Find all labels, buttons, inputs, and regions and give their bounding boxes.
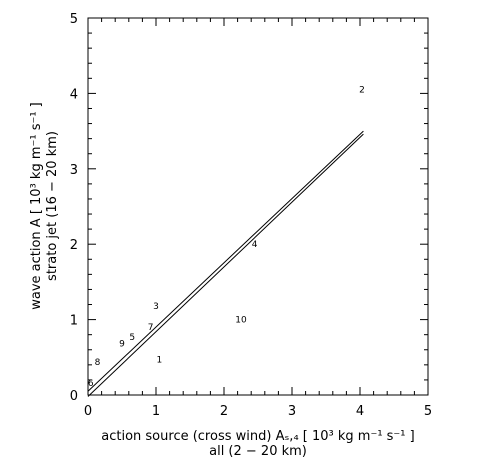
y-tick-label: 3 — [70, 163, 78, 178]
y-tick-label: 2 — [70, 238, 78, 253]
x-axis-title-line2: all (2 − 20 km) — [209, 444, 307, 459]
plot-frame — [87, 17, 429, 396]
data-point-label: 8 — [95, 358, 101, 368]
x-tick-label: 0 — [84, 404, 92, 419]
x-tick-label: 3 — [288, 404, 296, 419]
axis-ticks — [87, 17, 429, 396]
x-axis-title-line1: action source (cross wind) Aₛ,₄ [ 10³ kg… — [101, 429, 414, 444]
x-tick-label: 1 — [152, 404, 160, 419]
y-axis-title-line1: wave action A [ 10³ kg m⁻¹ s⁻¹ ] — [29, 102, 44, 310]
data-point-label: 9 — [119, 340, 125, 350]
axis-tick-labels: 0 1 2 3 4 5 0 1 2 3 4 5 — [70, 12, 432, 419]
data-point-label: 4 — [252, 240, 258, 250]
x-tick-label: 4 — [356, 404, 364, 419]
data-point-label: 5 — [129, 333, 135, 343]
data-point-label: 2 — [359, 86, 365, 96]
y-axis-title-line2: strato jet (16 − 20 km) — [45, 131, 60, 281]
data-point-label: 7 — [148, 323, 154, 333]
fit-lines — [87, 130, 364, 397]
data-point-label: 6 — [88, 379, 94, 389]
data-point-label: 3 — [153, 302, 159, 312]
data-point-labels: 2 4 3 7 10 59 1 8 6 — [88, 86, 365, 389]
fit-line — [87, 133, 364, 397]
x-tick-label: 2 — [220, 404, 228, 419]
fit-line — [87, 130, 364, 392]
data-point-label: 1 — [157, 356, 163, 366]
x-tick-label: 5 — [424, 404, 432, 419]
data-point-label: 10 — [235, 316, 247, 326]
y-tick-label: 0 — [70, 389, 78, 404]
y-tick-label: 4 — [70, 87, 78, 102]
y-tick-label: 5 — [70, 12, 78, 27]
y-tick-label: 1 — [70, 314, 78, 329]
